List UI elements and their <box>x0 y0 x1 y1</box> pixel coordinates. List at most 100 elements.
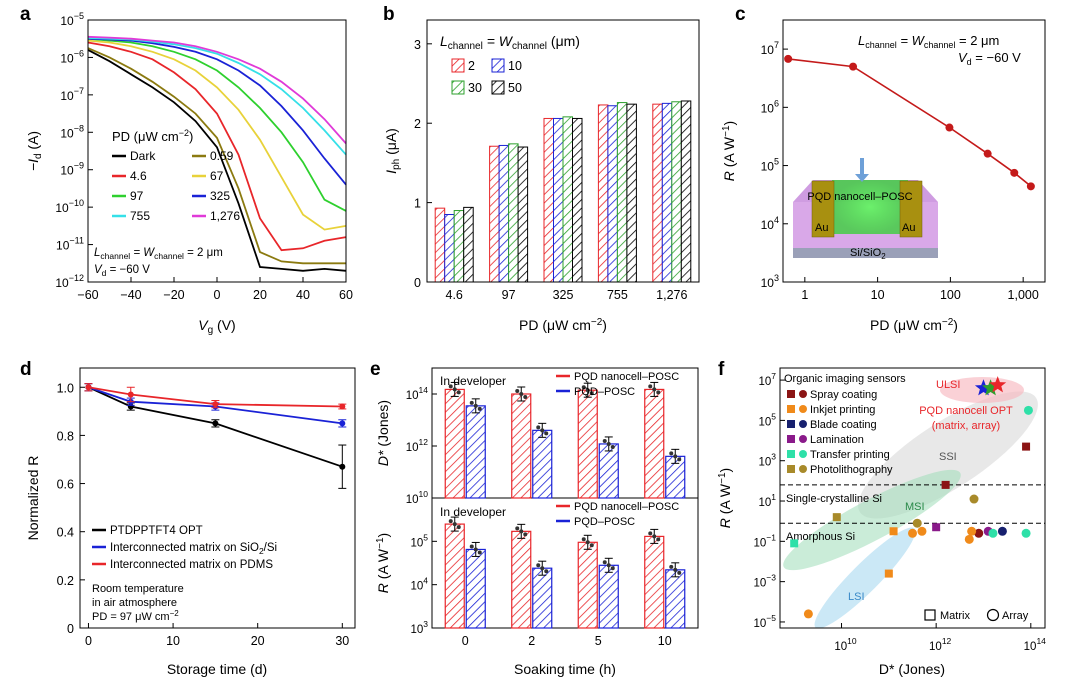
bar-pqd-posc-5 <box>598 443 619 499</box>
replicate-dot <box>448 519 453 524</box>
x-tick-label: −40 <box>120 288 141 302</box>
panel-d-axes-frame <box>79 367 356 629</box>
inset-substrate-label: Si/SiO2 <box>850 247 886 261</box>
panel-d-x-axis-label: Storage time (d) <box>167 661 267 677</box>
panel-f-reference-lines: Single-crystalline Si Amorphous Si <box>780 484 1045 543</box>
replicate-dot <box>515 389 520 393</box>
region-lsi <box>814 527 916 629</box>
y-tick-label: 1014 <box>406 385 429 402</box>
panel-letter-e: e <box>370 359 381 380</box>
y-tick-label: 107 <box>761 40 779 57</box>
panel-f: f Single-crystalline Si Amorphous Si 1010… <box>717 359 1046 677</box>
panel-a-legend-title: PD (μW cm−2) <box>112 128 193 144</box>
y-tick-label: 103 <box>410 619 428 636</box>
y-tick-label: 103 <box>761 273 779 290</box>
legend-swatch-circle-blade-coating <box>799 420 807 428</box>
panel-a-annotation-channel: Lchannel = Wchannel = 2 μm <box>94 247 223 261</box>
panel-c-x-axis-label: PD (μW cm−2) <box>870 317 958 333</box>
point-inkjet-printing-circle <box>967 526 977 536</box>
x-tick-label: 4.6 <box>446 288 463 302</box>
bar-pqd-nanocell-posc-0 <box>444 523 465 629</box>
legend-label-0-59: 0.59 <box>210 149 234 163</box>
bar-pqd-nanocell-posc-5 <box>577 389 598 499</box>
replicate-dot <box>469 400 474 405</box>
legend-swatch-circle-spray-coating <box>799 390 807 398</box>
legend-label-4-6: 4.6 <box>130 169 147 183</box>
legend-label-10: 10 <box>508 59 522 73</box>
legend-swatch-square-photolithography <box>787 465 795 473</box>
bar-10-755 <box>607 105 618 283</box>
panel-e-bars <box>444 381 686 629</box>
legend-label-inkjet-printing: Inkjet printing <box>810 404 875 416</box>
bar-30-4-6 <box>453 210 465 283</box>
panel-c-axes-frame <box>782 19 1046 283</box>
region-label-lsi: LSI <box>848 591 865 603</box>
replicate-dot <box>585 388 590 393</box>
panel-e-legend: PQD nanocell–POSC PQD–POSC PQD nanocell–PO… <box>556 371 679 528</box>
replicate-dot <box>448 384 453 389</box>
replicate-dot <box>677 570 682 575</box>
y-tick-label: 2 <box>414 117 421 131</box>
replicate-dot <box>648 384 653 389</box>
panel-c-y-ticks: 103 104 105 106 107 <box>761 40 788 290</box>
replicate-dot <box>656 537 661 542</box>
replicate-dot <box>610 444 615 449</box>
x-tick-label: 1,276 <box>656 288 687 302</box>
point-transfer-printing-circle <box>1021 528 1031 538</box>
replicate-dot <box>669 451 674 456</box>
x-tick-label: 0 <box>462 634 469 648</box>
replicate-dot <box>536 563 541 568</box>
bar-pqd-posc-0 <box>465 548 486 629</box>
series-line-0-59 <box>87 47 346 265</box>
x-tick-label: −60 <box>77 288 98 302</box>
legend-label-2: 2 <box>468 59 475 73</box>
bar-30-97 <box>508 143 519 283</box>
bar-2-1-276 <box>652 103 663 283</box>
bar-10-325 <box>553 117 564 283</box>
panel-e-bottom-y-axis-label: R (A W−1) <box>375 533 391 593</box>
x-tick-label: 755 <box>607 288 628 302</box>
point-lamination-square <box>932 523 941 532</box>
bar-10-1-276 <box>661 102 673 283</box>
point-inkjet-printing-circle <box>917 526 927 536</box>
panel-f-axes-frame <box>779 367 1046 629</box>
bar-pqd-nanocell-posc-5 <box>577 541 598 629</box>
y-tick-label: 0.6 <box>57 478 74 492</box>
bar-30-755 <box>616 102 628 283</box>
replicate-dot <box>673 454 678 459</box>
point-inkjet-printing-square <box>884 569 893 578</box>
replicate-dot <box>456 525 461 530</box>
panel-d-note-1: Room temperature <box>92 583 184 595</box>
legend-label-pqd-posc: PQD–POSC <box>574 386 635 398</box>
panel-c-x-ticks: 1 10 100 1,000 <box>801 277 1039 302</box>
replicate-dot <box>544 569 549 574</box>
legend-label-interconnected-matrix-on-pdms: Interconnected matrix on PDMS <box>110 559 273 571</box>
replicate-dot <box>610 566 615 571</box>
data-point <box>339 420 346 427</box>
replicate-dot <box>515 526 520 531</box>
y-tick-label: 10−3 <box>754 573 777 590</box>
inset-device-label: PQD nanocell–POSC <box>807 191 912 203</box>
data-point <box>983 149 992 158</box>
inset-electrode-left <box>811 180 835 238</box>
inset-au-right: Au <box>902 222 915 234</box>
panel-b-y-axis-label: Iph (μA) <box>383 128 402 174</box>
panel-e-bottom-frame <box>431 497 699 629</box>
point-blade-coating-circle <box>997 526 1007 536</box>
marker-legend-square-icon <box>924 609 936 621</box>
x-tick-label: 1,000 <box>1008 288 1039 302</box>
point-inkjet-printing-circle <box>803 609 813 619</box>
bar-pqd-posc-2 <box>532 429 553 499</box>
panel-f-legend-title: Organic imaging sensors <box>784 373 906 385</box>
point-inkjet-printing-circle <box>964 534 974 544</box>
panel-letter-f: f <box>718 359 725 380</box>
y-tick-label: 1012 <box>406 437 429 454</box>
bar-pqd-posc-5 <box>598 564 619 629</box>
legend-swatch-circle-photolithography <box>799 465 807 473</box>
data-point <box>1026 182 1035 191</box>
panel-letter-b: b <box>383 4 395 25</box>
legend-swatch-50 <box>491 80 505 95</box>
panel-e-x-axis-label: Soaking time (h) <box>514 661 616 677</box>
legend-swatch-circle-transfer-printing <box>799 450 807 458</box>
bar-2-325 <box>543 117 554 283</box>
